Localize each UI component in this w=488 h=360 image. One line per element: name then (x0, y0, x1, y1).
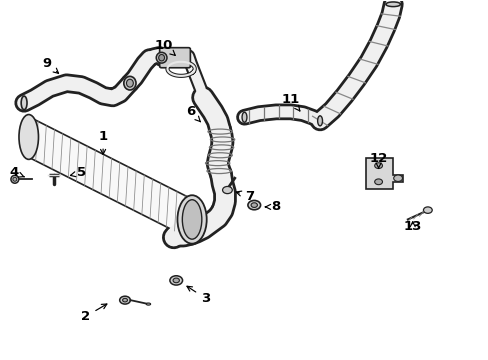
Ellipse shape (385, 2, 400, 6)
Text: 1: 1 (98, 130, 107, 154)
Ellipse shape (156, 52, 166, 63)
Ellipse shape (250, 203, 257, 207)
Text: 6: 6 (186, 105, 200, 122)
Text: 11: 11 (281, 93, 299, 111)
Ellipse shape (126, 79, 133, 87)
Ellipse shape (242, 112, 246, 122)
Text: 5: 5 (70, 166, 85, 179)
FancyBboxPatch shape (159, 48, 190, 68)
Ellipse shape (177, 195, 206, 244)
Ellipse shape (169, 276, 182, 285)
Ellipse shape (21, 96, 27, 110)
Circle shape (374, 163, 382, 168)
Ellipse shape (123, 76, 136, 90)
Circle shape (374, 179, 382, 185)
Text: 12: 12 (369, 152, 387, 168)
Polygon shape (27, 117, 193, 239)
Ellipse shape (173, 278, 179, 283)
Text: 2: 2 (81, 304, 107, 323)
Ellipse shape (158, 54, 164, 61)
Ellipse shape (13, 177, 17, 181)
Circle shape (423, 207, 431, 213)
Ellipse shape (11, 175, 19, 183)
Polygon shape (366, 158, 402, 189)
Circle shape (393, 175, 402, 181)
Ellipse shape (146, 303, 150, 305)
Ellipse shape (247, 201, 260, 210)
Ellipse shape (19, 114, 39, 159)
Ellipse shape (122, 298, 127, 302)
Ellipse shape (120, 296, 130, 304)
Text: 7: 7 (236, 190, 253, 203)
Ellipse shape (182, 200, 202, 239)
Text: 3: 3 (186, 286, 210, 305)
Text: 9: 9 (42, 57, 59, 73)
Text: 4: 4 (10, 166, 24, 179)
Circle shape (222, 186, 232, 194)
Ellipse shape (317, 116, 322, 126)
Text: 10: 10 (155, 39, 175, 55)
Text: 13: 13 (403, 220, 421, 233)
Text: 8: 8 (265, 201, 280, 213)
